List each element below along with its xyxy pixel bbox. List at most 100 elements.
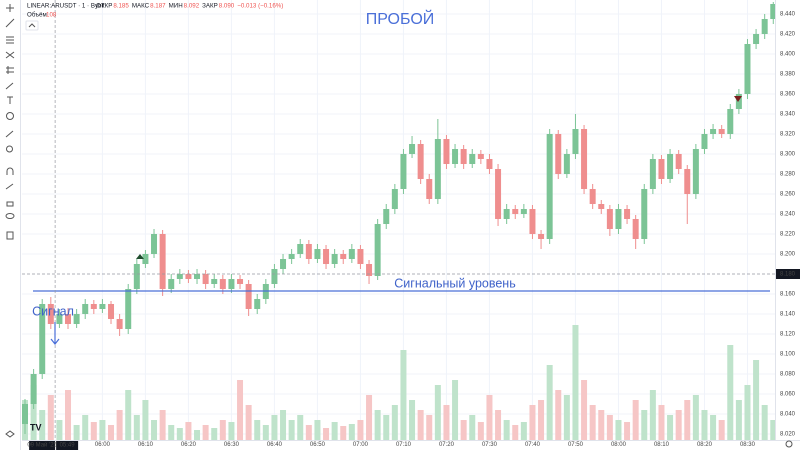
candle-body <box>589 189 596 204</box>
volume-bar <box>82 415 89 440</box>
y-tick-label: 8.200 <box>780 252 796 258</box>
tool-magnet[interactable] <box>6 167 14 175</box>
volume-bar <box>735 400 742 440</box>
candle-body <box>710 129 717 134</box>
y-tick-label: 8.260 <box>780 192 796 198</box>
level-label: Сигнальный уровень <box>394 276 515 290</box>
volume-bar <box>503 420 510 440</box>
tool-brush[interactable] <box>5 82 14 90</box>
x-tick-label: 07:40 <box>525 442 541 448</box>
candle-body <box>503 209 510 219</box>
tool-ruler[interactable] <box>5 130 14 138</box>
settings-icon[interactable] <box>785 440 793 448</box>
tool-fib[interactable] <box>6 36 14 44</box>
signal-label: Сигнал <box>32 304 74 318</box>
candle-body <box>56 314 63 324</box>
volume-bar <box>357 420 364 440</box>
tool-icons[interactable] <box>5 4 15 438</box>
volume-bar <box>39 410 46 440</box>
candle-body <box>30 374 37 404</box>
x-tick-label: 06:40 <box>267 442 283 448</box>
volume-bar <box>460 420 467 440</box>
axes: 8.020 8.040 8.060 8.080 8.100 8.120 8.140 8.160… <box>22 0 800 450</box>
collapse-icon[interactable] <box>28 23 36 28</box>
volume-bar <box>426 415 433 440</box>
volume-bar <box>297 415 304 440</box>
ohlc-value: 8.092 <box>184 3 200 10</box>
volume-bar <box>168 425 175 440</box>
tool-pattern[interactable] <box>5 51 15 59</box>
volume-bar <box>125 390 132 440</box>
tool-emoji[interactable] <box>6 112 14 120</box>
candle-body <box>297 244 304 254</box>
volume-bar <box>245 405 252 440</box>
candle-body <box>546 134 553 239</box>
ohlc-value: 8.185 <box>113 3 129 10</box>
volume-bar <box>744 385 751 440</box>
candle-body <box>624 209 631 219</box>
candle-body <box>108 304 115 319</box>
x-tick-label: 07:00 <box>353 442 369 448</box>
tool-crosshair[interactable] <box>6 4 14 12</box>
y-tick-label: 8.340 <box>780 112 796 118</box>
candle-body <box>254 299 261 309</box>
tool-text[interactable] <box>7 96 13 104</box>
candle-body <box>125 289 132 329</box>
crosshair-date: 09 Май '25 <box>27 442 57 449</box>
volume-bar <box>718 420 725 440</box>
tool-lock[interactable] <box>6 201 14 207</box>
tool-trash[interactable] <box>6 231 14 240</box>
volume-bar <box>30 385 37 440</box>
volume-bar <box>409 400 416 440</box>
candle-body <box>314 249 321 259</box>
candle-body <box>675 154 682 169</box>
tv-logo: TV <box>30 422 42 432</box>
candle-body <box>185 274 192 279</box>
overlay <box>22 0 775 440</box>
candle-body <box>744 44 751 94</box>
x-tick-label: 07:20 <box>439 442 455 448</box>
tool-layers[interactable] <box>5 430 15 438</box>
volume-bar <box>761 405 768 440</box>
symbol: LINEAR:ARUSDT · 1 · Bybit <box>27 3 105 10</box>
candle-body <box>348 249 355 259</box>
volume-bar <box>305 425 312 440</box>
candle-body <box>460 149 467 164</box>
volume-bar <box>615 420 622 440</box>
x-tick-label: 06:20 <box>181 442 197 448</box>
candle-body <box>443 139 450 164</box>
candle-body <box>400 154 407 189</box>
candle-body <box>168 279 175 289</box>
tool-line[interactable] <box>5 18 15 28</box>
buy-marker <box>136 254 144 259</box>
volume-bar <box>99 420 106 440</box>
volume-bar <box>185 422 192 440</box>
candle-body <box>202 274 209 284</box>
volume-bar <box>770 420 777 440</box>
candle-body <box>658 159 665 179</box>
volume-bar <box>563 395 570 440</box>
volume-bar <box>520 422 527 440</box>
tool-zoom[interactable] <box>6 145 13 153</box>
candle-body <box>753 34 760 44</box>
candle-body <box>495 169 502 219</box>
breakout-label: ПРОБОЙ <box>366 9 435 28</box>
candle-body <box>176 274 183 279</box>
candle-body <box>615 209 622 229</box>
candle-body <box>538 234 545 239</box>
volume-bar <box>47 395 54 440</box>
volume-bar <box>280 410 287 440</box>
y-tick-label: 8.100 <box>780 352 796 358</box>
tool-projection[interactable] <box>6 66 14 74</box>
candle-body <box>727 109 734 134</box>
volume-label: Объём <box>27 12 47 19</box>
volume-bar <box>194 430 201 440</box>
x-tick-label: 06:10 <box>138 442 154 448</box>
collapse-button[interactable] <box>25 20 39 31</box>
candle-body <box>383 209 390 224</box>
tool-visibility[interactable] <box>5 213 15 219</box>
volume-bar <box>142 400 149 440</box>
volume-bar <box>400 350 407 440</box>
tool-draw-mode[interactable] <box>5 183 14 190</box>
